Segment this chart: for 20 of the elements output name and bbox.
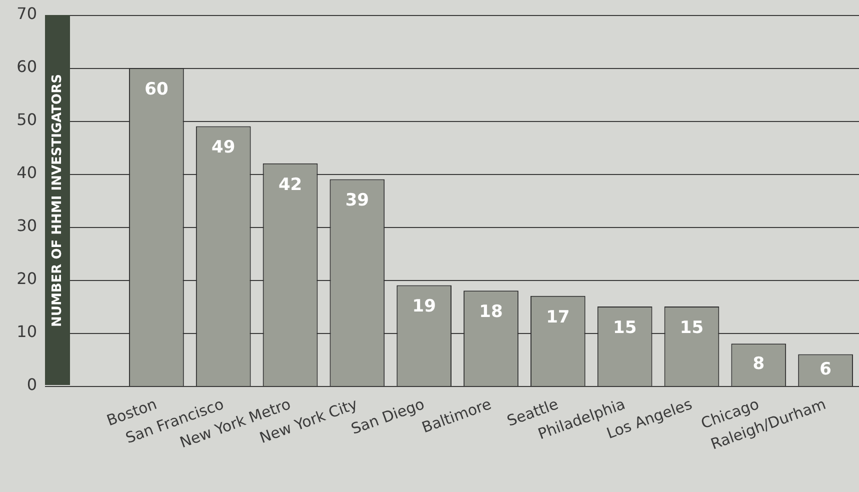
data-label: 15: [680, 318, 704, 338]
y-tick-label: 10: [16, 322, 37, 342]
data-label: 60: [144, 79, 168, 100]
y-axis-title: NUMBER OF HHMI INVESTIGATORS: [50, 74, 65, 326]
data-label: 17: [546, 307, 570, 328]
data-label: 18: [479, 302, 503, 322]
data-label: 6: [820, 360, 832, 380]
data-label: 15: [612, 318, 637, 338]
data-label: 19: [412, 296, 436, 317]
data-label: 8: [752, 354, 765, 374]
data-label: 39: [345, 190, 370, 211]
y-tick-label: 30: [16, 216, 37, 236]
data-label: 49: [212, 138, 236, 158]
y-tick-label: 70: [16, 4, 37, 24]
y-tick-label: 40: [16, 163, 37, 182]
y-tick-label: 50: [16, 110, 37, 130]
data-label: 42: [278, 174, 302, 195]
y-tick-label: 60: [16, 57, 37, 76]
y-tick-label: 20: [16, 269, 37, 288]
y-tick-label: 0: [26, 375, 37, 394]
